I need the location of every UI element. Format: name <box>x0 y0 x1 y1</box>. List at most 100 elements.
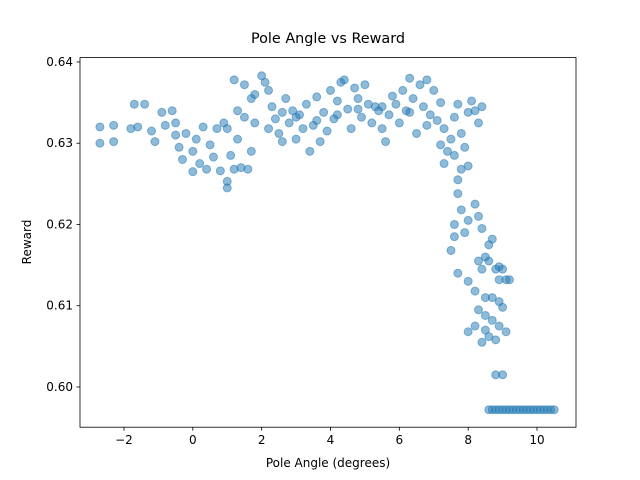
point <box>160 120 170 130</box>
y-tick-label: 0.60 <box>46 380 73 394</box>
x-tick-label: 4 <box>327 433 335 447</box>
point <box>198 122 208 132</box>
point <box>315 137 325 147</box>
point <box>298 124 308 134</box>
point <box>260 77 270 87</box>
point <box>305 146 315 156</box>
point <box>243 164 253 174</box>
point <box>239 80 249 90</box>
point <box>202 164 212 174</box>
point <box>171 130 181 140</box>
point <box>446 245 456 255</box>
point <box>453 99 463 109</box>
point <box>504 275 514 285</box>
point <box>443 146 453 156</box>
point <box>377 102 387 112</box>
point <box>463 276 473 286</box>
point <box>415 80 425 90</box>
point <box>367 118 377 128</box>
points <box>95 71 559 415</box>
point <box>319 107 329 117</box>
x-axis-label: Pole Angle (degrees) <box>266 456 390 470</box>
point <box>439 124 449 134</box>
point <box>301 99 311 109</box>
point <box>429 85 439 95</box>
point <box>456 205 466 215</box>
point <box>274 128 284 138</box>
point <box>174 142 184 152</box>
point <box>281 94 291 104</box>
y-axis-label: Reward <box>20 220 34 265</box>
point <box>498 264 508 274</box>
point <box>501 327 511 337</box>
point <box>147 126 157 136</box>
point <box>381 137 391 147</box>
y-tick-label: 0.63 <box>46 136 73 150</box>
point <box>463 327 473 337</box>
point <box>408 94 418 104</box>
point <box>436 98 446 108</box>
x-tick-label: 2 <box>258 433 266 447</box>
point <box>477 224 487 234</box>
point <box>215 166 225 176</box>
y-tick-label: 0.61 <box>46 299 73 313</box>
point <box>453 268 463 278</box>
point <box>449 219 459 229</box>
point <box>387 91 397 101</box>
point <box>343 104 353 114</box>
point <box>487 315 497 325</box>
point <box>477 102 487 112</box>
point <box>491 335 501 345</box>
point <box>353 94 363 104</box>
point <box>470 199 480 209</box>
point <box>473 118 483 128</box>
point <box>356 112 366 122</box>
point <box>332 96 342 106</box>
point <box>470 106 480 116</box>
point <box>226 150 236 160</box>
point <box>453 175 463 185</box>
point <box>188 146 198 156</box>
point <box>487 234 497 244</box>
point <box>460 142 470 152</box>
point <box>460 228 470 238</box>
point <box>208 152 218 162</box>
point <box>229 75 239 85</box>
point <box>109 137 119 147</box>
point <box>473 305 483 315</box>
point <box>398 85 408 95</box>
point <box>95 122 105 132</box>
point <box>405 73 415 83</box>
point <box>449 232 459 242</box>
point <box>405 107 415 117</box>
point <box>422 120 432 130</box>
point <box>129 99 139 109</box>
point <box>277 137 287 147</box>
point <box>446 134 456 144</box>
point <box>277 107 287 117</box>
point <box>312 92 322 102</box>
point <box>239 112 249 122</box>
point <box>339 75 349 85</box>
point <box>157 107 167 117</box>
point <box>391 99 401 109</box>
point <box>384 110 394 120</box>
point <box>291 112 301 122</box>
point <box>377 124 387 134</box>
point <box>549 405 559 415</box>
point <box>150 137 160 147</box>
point <box>453 189 463 199</box>
point <box>325 85 335 95</box>
point <box>195 159 205 169</box>
point <box>491 370 501 380</box>
point <box>140 99 150 109</box>
point <box>422 75 432 85</box>
point <box>480 310 490 320</box>
chart-title: Pole Angle vs Reward <box>251 31 405 47</box>
x-tick-label: 6 <box>396 433 404 447</box>
point <box>449 150 459 160</box>
point <box>360 80 370 90</box>
point <box>494 321 504 331</box>
